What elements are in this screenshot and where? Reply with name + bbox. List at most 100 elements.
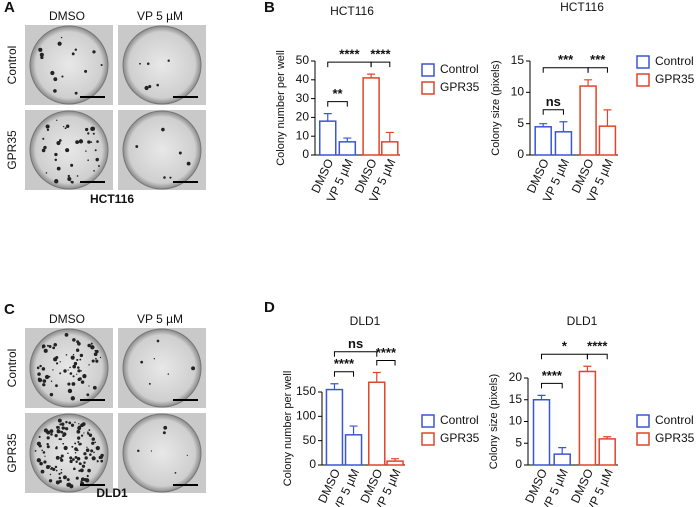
colony [85, 448, 90, 452]
colony [135, 145, 139, 148]
bar [362, 77, 380, 156]
colony [69, 372, 73, 375]
legend-swatch [421, 81, 435, 95]
colony [50, 380, 53, 382]
colony [44, 374, 50, 380]
significance-bracket [327, 101, 348, 107]
error-bar [539, 123, 548, 127]
significance-bracket [333, 371, 355, 377]
colony [46, 436, 50, 440]
bar [598, 125, 617, 156]
colony [70, 396, 75, 401]
y-tick-label: 20 [509, 370, 523, 384]
colony [50, 466, 53, 470]
colony [74, 48, 78, 51]
well [122, 25, 202, 105]
colony [78, 377, 82, 381]
colony [88, 385, 90, 387]
error-bar [603, 109, 612, 127]
significance-bracket [542, 67, 589, 73]
significance-bracket [542, 109, 564, 115]
error-bar [367, 73, 376, 78]
colony [57, 41, 62, 46]
colony [55, 362, 59, 365]
well [122, 110, 202, 190]
significance-bracket [333, 351, 378, 357]
colony [34, 450, 37, 452]
well [122, 413, 202, 493]
colony [83, 452, 87, 456]
colony [79, 468, 84, 473]
colony [60, 36, 63, 39]
colony [41, 367, 46, 371]
colony [52, 346, 56, 350]
colony [55, 355, 59, 360]
colony [163, 176, 166, 179]
colony [91, 437, 96, 441]
y-tick-label: 10 [511, 85, 525, 99]
colony [52, 467, 56, 471]
colony [74, 452, 77, 454]
colony [53, 77, 58, 82]
colony [74, 91, 78, 95]
row-label: GPR35 [5, 433, 19, 473]
colony [40, 55, 44, 60]
y-axis-label: Colony number per well [275, 50, 287, 166]
error-bar [537, 394, 546, 400]
colony [66, 478, 70, 482]
significance-label: **** [376, 345, 397, 360]
colony [79, 442, 82, 446]
colony [39, 461, 43, 466]
colony [156, 83, 159, 87]
colony [70, 423, 75, 427]
colony [94, 149, 97, 152]
colony [148, 84, 152, 89]
colony [91, 359, 95, 363]
colony [87, 432, 90, 435]
colony [59, 372, 62, 375]
significance-label: * [562, 339, 568, 354]
legend-label: Control [440, 62, 479, 76]
colony [75, 448, 78, 451]
significance-bracket [376, 360, 396, 366]
colony [59, 438, 63, 441]
significance-label: ** [332, 86, 343, 101]
colony [92, 132, 95, 135]
colony [55, 446, 58, 450]
colony [54, 152, 58, 157]
colony [43, 460, 47, 464]
colony [84, 478, 90, 483]
colony [61, 422, 65, 426]
colony [75, 460, 78, 463]
colony [56, 119, 58, 121]
colony [54, 465, 58, 469]
error-bar [603, 436, 612, 439]
colony [79, 462, 82, 466]
legend-swatch [636, 414, 650, 428]
bar [325, 388, 344, 466]
colony [163, 425, 168, 430]
colony [41, 344, 46, 349]
colony [178, 151, 182, 155]
colony [78, 469, 81, 472]
colony [146, 62, 150, 65]
legend-label: Control [655, 54, 694, 68]
colony [37, 377, 41, 381]
colony [58, 472, 61, 476]
well [29, 25, 109, 105]
colony [191, 366, 196, 371]
colony [42, 137, 45, 140]
colony [137, 449, 140, 453]
colony [67, 369, 69, 371]
colony [98, 164, 100, 167]
colony [50, 433, 53, 436]
colony [56, 140, 61, 146]
colony [46, 432, 49, 435]
colony [75, 476, 79, 480]
colony [73, 361, 78, 366]
colony [69, 457, 72, 460]
bar [319, 120, 337, 156]
colony [46, 442, 49, 446]
colony [60, 430, 64, 434]
error-bar [391, 458, 400, 462]
